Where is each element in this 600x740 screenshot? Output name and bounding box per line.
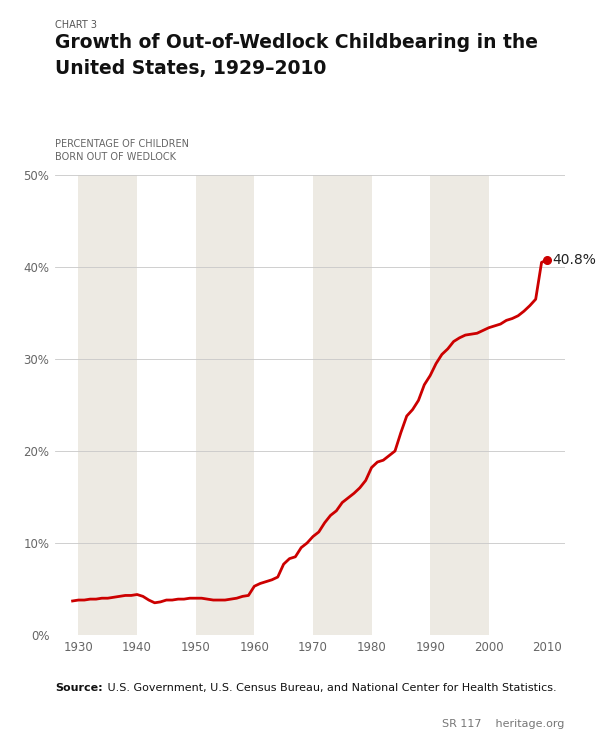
Text: PERCENTAGE OF CHILDREN: PERCENTAGE OF CHILDREN — [55, 139, 189, 149]
Text: 40.8%: 40.8% — [552, 252, 596, 266]
Bar — [196, 175, 254, 635]
Bar — [79, 175, 137, 635]
Text: CHART 3: CHART 3 — [55, 20, 97, 30]
Text: Source:: Source: — [55, 683, 103, 693]
Text: Growth of Out-of-Wedlock Childbearing in the: Growth of Out-of-Wedlock Childbearing in… — [55, 33, 538, 53]
Bar — [313, 175, 371, 635]
Text: BORN OUT OF WEDLOCK: BORN OUT OF WEDLOCK — [55, 152, 176, 162]
Text: U.S. Government, U.S. Census Bureau, and National Center for Health Statistics.: U.S. Government, U.S. Census Bureau, and… — [104, 683, 557, 693]
Bar — [430, 175, 489, 635]
Text: SR 117    heritage.org: SR 117 heritage.org — [442, 719, 564, 730]
Text: United States, 1929–2010: United States, 1929–2010 — [55, 59, 326, 78]
